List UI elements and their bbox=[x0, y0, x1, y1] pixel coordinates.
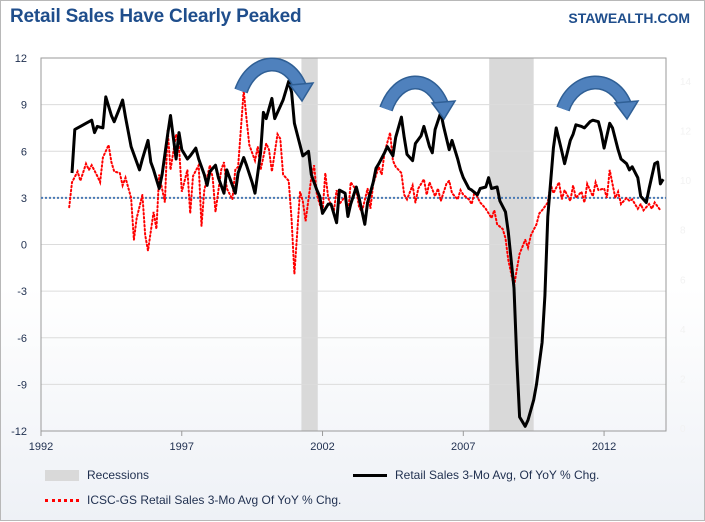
y2-tick-label: 2 bbox=[680, 374, 686, 385]
x-tick-label: 1997 bbox=[170, 441, 194, 453]
y2-tick-label: 6 bbox=[680, 275, 686, 286]
plot-border bbox=[40, 57, 667, 432]
y2-tick-label: 0 bbox=[680, 424, 686, 435]
x-tick-label: 2007 bbox=[451, 441, 475, 453]
annotation-arrow-2-body bbox=[380, 77, 449, 112]
y-tick-label: -6 bbox=[17, 333, 27, 345]
annotation-arrow-3-body bbox=[557, 77, 632, 112]
legend-icsc: ICSC-GS Retail Sales 3-Mo Avg Of YoY % C… bbox=[45, 493, 341, 507]
y2-tick-label: 12 bbox=[680, 127, 692, 138]
y-tick-label: -9 bbox=[17, 379, 27, 391]
legend-retail: Retail Sales 3-Mo Avg, Of YoY % Chg. bbox=[353, 468, 599, 482]
legend-recessions-swatch bbox=[45, 469, 79, 481]
annotation-arrow-2-head bbox=[430, 100, 457, 121]
x-tick-label: 2002 bbox=[310, 441, 334, 453]
y2-tick-label: 4 bbox=[680, 325, 686, 336]
x-tick-label: 2012 bbox=[592, 441, 616, 453]
legend-recessions-label: Recessions bbox=[87, 468, 150, 482]
y-tick-label: 9 bbox=[21, 100, 27, 112]
legend-icsc-swatch bbox=[45, 498, 79, 502]
annotation-arrow-1-head bbox=[288, 82, 315, 103]
y2-tick-label: 14 bbox=[680, 77, 692, 88]
y-tick-label: 6 bbox=[21, 146, 27, 158]
annotation-arrow-1-body bbox=[235, 59, 307, 94]
legend-retail-label: Retail Sales 3-Mo Avg, Of YoY % Chg. bbox=[395, 468, 600, 482]
y-tick-label: 12 bbox=[15, 53, 27, 65]
legend-icsc-label: ICSC-GS Retail Sales 3-Mo Avg Of YoY % C… bbox=[87, 493, 342, 507]
y-tick-label: -3 bbox=[17, 286, 27, 298]
legend-retail-swatch bbox=[353, 473, 387, 477]
y2-tick-label: 10 bbox=[680, 176, 692, 187]
annotation-arrow-3-head bbox=[613, 100, 640, 121]
chart-title: Retail Sales Have Clearly Peaked bbox=[10, 6, 302, 27]
brand-label: STAWEALTH.COM bbox=[568, 10, 690, 26]
y-tick-label: 3 bbox=[21, 193, 27, 205]
y-tick-label: -12 bbox=[11, 426, 27, 438]
y2-tick-label: 8 bbox=[680, 226, 686, 237]
legend-recessions: Recessions bbox=[45, 468, 149, 482]
x-tick-label: 1992 bbox=[29, 441, 53, 453]
y-tick-label: 0 bbox=[21, 240, 27, 252]
series-line-retail bbox=[70, 79, 665, 428]
